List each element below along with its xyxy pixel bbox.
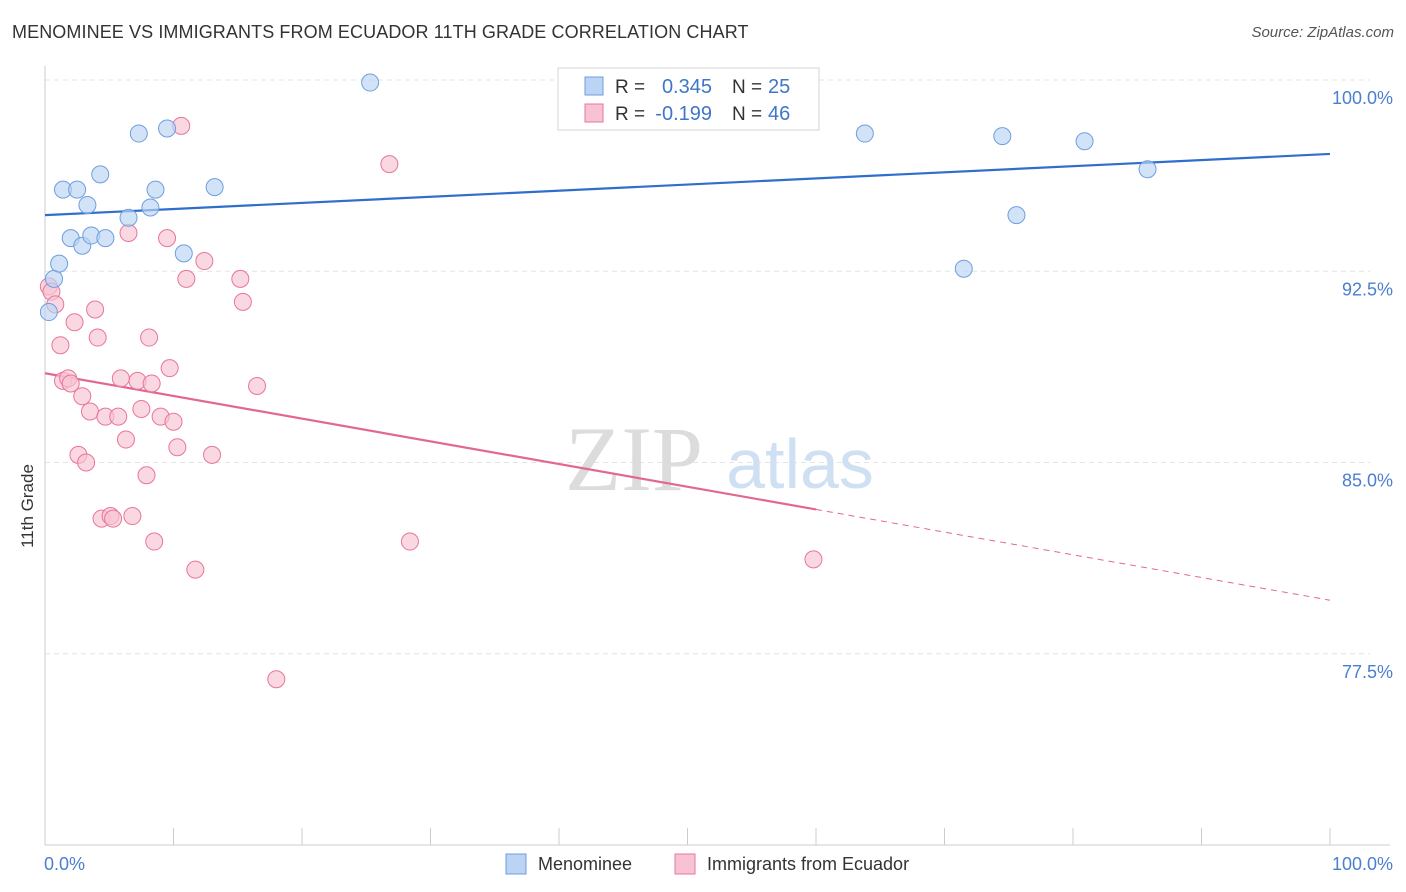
- data-point: [129, 124, 148, 143]
- stats-n-value: 25: [768, 76, 790, 98]
- data-point: [380, 155, 399, 174]
- stats-n-label: N =: [732, 104, 762, 125]
- stats-r-value: -0.199: [655, 103, 712, 125]
- data-point: [73, 387, 92, 406]
- data-point: [248, 377, 267, 395]
- data-point: [195, 252, 214, 271]
- y-tick-label: 92.5%: [1342, 279, 1393, 299]
- trend-line-dashed: [815, 508, 1331, 601]
- data-point: [96, 229, 115, 248]
- legend-swatch: [674, 853, 696, 875]
- data-point: [61, 374, 80, 393]
- legend-swatch: [505, 853, 527, 875]
- data-point: [65, 313, 84, 332]
- data-point: [141, 198, 160, 217]
- data-point: [77, 453, 96, 472]
- data-point: [1138, 160, 1157, 179]
- data-point: [111, 369, 130, 388]
- data-point: [104, 509, 123, 528]
- data-point: [231, 269, 250, 288]
- data-point: [142, 374, 161, 393]
- bottom-legend: Menominee Immigrants from Ecuador: [505, 853, 909, 875]
- data-point: [203, 445, 222, 464]
- data-point: [119, 208, 138, 227]
- x-tick-label: 0.0%: [44, 854, 85, 874]
- y-axis-label: 11th Grade: [18, 464, 37, 548]
- stats-n-value: 46: [768, 103, 790, 125]
- data-point: [51, 336, 70, 355]
- chart-title: MENOMINEE VS IMMIGRANTS FROM ECUADOR 11T…: [12, 22, 749, 42]
- data-point: [1007, 206, 1026, 225]
- stats-r-value: 0.345: [662, 76, 712, 98]
- y-axis-label-wrap: 11th Grade: [18, 464, 38, 548]
- data-point: [78, 195, 97, 214]
- data-point: [186, 560, 205, 579]
- data-point: [140, 328, 159, 347]
- data-point: [158, 229, 177, 248]
- data-point: [145, 532, 164, 551]
- data-point: [123, 507, 142, 526]
- data-point: [954, 259, 973, 278]
- trend-line-solid: [44, 152, 1331, 217]
- data-point: [39, 303, 58, 322]
- data-point: [91, 165, 110, 184]
- data-point: [205, 178, 224, 197]
- data-point: [267, 670, 286, 689]
- data-point: [233, 292, 252, 311]
- data-point: [80, 402, 99, 421]
- stats-r-label: R =: [615, 77, 645, 98]
- data-point: [168, 438, 187, 457]
- stats-n-label: N =: [732, 77, 762, 98]
- data-point: [137, 466, 156, 485]
- chart-source: Source: ZipAtlas.com: [1251, 24, 1394, 41]
- watermark: ZIP atlas: [565, 408, 874, 510]
- y-tick-label: 85.0%: [1342, 471, 1393, 491]
- data-point: [160, 359, 179, 378]
- data-points: [39, 73, 1157, 689]
- data-point: [158, 119, 177, 138]
- axes: [44, 66, 1390, 846]
- trend-lines: [44, 152, 1331, 601]
- data-point: [177, 269, 196, 288]
- data-point: [68, 180, 87, 199]
- watermark-atlas: atlas: [726, 425, 874, 503]
- data-point: [400, 532, 419, 551]
- legend-label: Immigrants from Ecuador: [707, 854, 909, 874]
- data-point: [109, 407, 128, 426]
- data-point: [50, 254, 69, 273]
- data-point: [146, 180, 165, 199]
- data-point: [119, 224, 138, 242]
- y-tick-label: 77.5%: [1342, 662, 1393, 682]
- data-point: [361, 73, 380, 92]
- stats-swatch: [584, 103, 604, 123]
- stats-legend: R = 0.345 N = 25 R = -0.199 N = 46: [557, 67, 820, 131]
- legend-label: Menominee: [538, 854, 632, 874]
- gridlines: [45, 79, 1370, 655]
- data-point: [86, 300, 105, 319]
- y-tick-labels: 100.0% 92.5% 85.0% 77.5%: [1332, 88, 1393, 682]
- x-tick-label: 100.0%: [1332, 854, 1393, 874]
- data-point: [174, 244, 193, 263]
- data-point: [1075, 132, 1094, 151]
- data-point: [88, 328, 107, 347]
- stats-r-label: R =: [615, 104, 645, 125]
- data-point: [44, 269, 63, 288]
- trend-line-solid: [44, 372, 817, 511]
- y-tick-label: 100.0%: [1332, 88, 1393, 108]
- watermark-zip: ZIP: [565, 408, 703, 510]
- data-point: [855, 124, 874, 143]
- data-point: [116, 430, 135, 449]
- x-tick-labels: 0.0% 100.0%: [44, 854, 1393, 874]
- data-point: [804, 550, 823, 569]
- data-point: [132, 399, 151, 418]
- data-point: [164, 412, 183, 431]
- stats-swatch: [584, 76, 604, 96]
- data-point: [993, 127, 1012, 146]
